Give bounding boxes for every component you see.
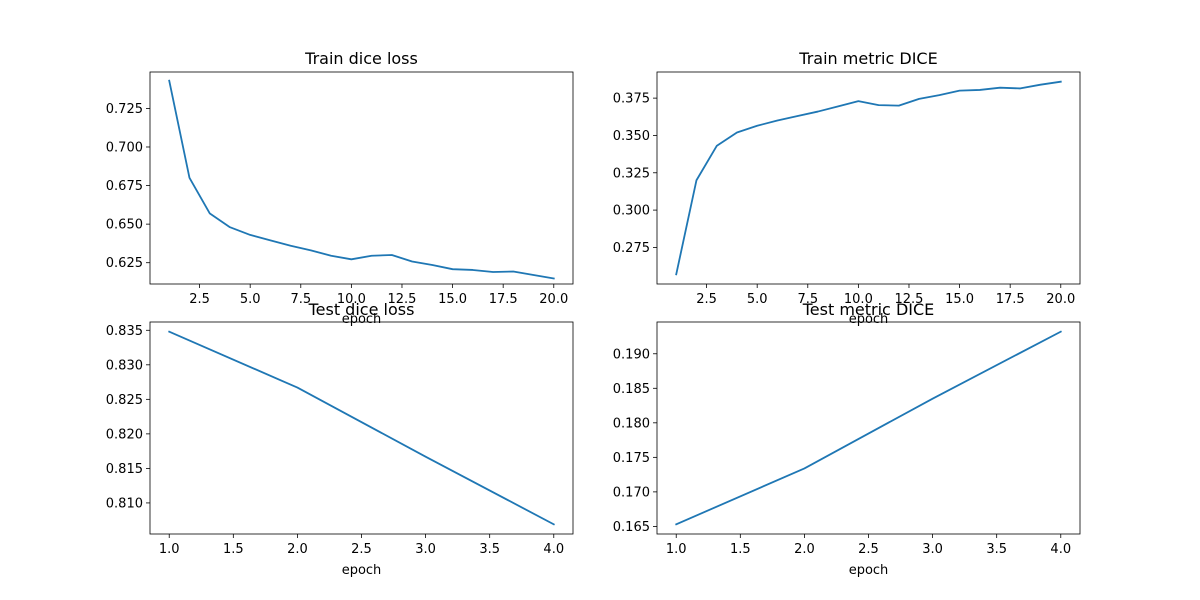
axes-frame [656, 71, 1081, 285]
subplot-test-dice-loss: Test dice loss epoch 1.0 1.5 2.0 2.5 3.0 3.5 4… [106, 300, 574, 578]
series-line [168, 79, 555, 280]
x-tick-label: 17.5 [489, 292, 518, 307]
y-tick-label: 0.165 [613, 520, 650, 535]
x-tick-label: 10.0 [337, 292, 366, 307]
x-tick-label: 3.5 [479, 542, 500, 557]
x-tick-label: 7.5 [290, 292, 311, 307]
y-tick-label: 0.725 [106, 102, 143, 117]
x-tick-label: 3.0 [922, 542, 943, 557]
x-tick-label: 3.5 [986, 542, 1007, 557]
y-tick-label: 0.300 [613, 204, 650, 219]
x-tick-label: 2.0 [794, 542, 815, 557]
y-tick-label: 0.810 [106, 496, 143, 511]
x-tick-label: 15.0 [438, 292, 467, 307]
y-tick-label: 0.190 [613, 347, 650, 362]
y-tick-label: 0.625 [106, 256, 143, 271]
x-tick-label: 20.0 [539, 292, 568, 307]
x-tick-label: 1.5 [223, 542, 244, 557]
x-tick-label: 12.5 [895, 292, 924, 307]
x-tick-label: 3.0 [415, 542, 436, 557]
y-tick-label: 0.825 [106, 393, 143, 408]
x-tick-label: 4.0 [1050, 542, 1071, 557]
chart-title: Test dice loss [308, 300, 415, 319]
y-tick-label: 0.170 [613, 485, 650, 500]
y-tick-label: 0.175 [613, 451, 650, 466]
y-tick-label: 0.830 [106, 358, 143, 373]
x-tick-label: 4.0 [543, 542, 564, 557]
series-line [168, 330, 555, 526]
x-axis-label: epoch [849, 563, 889, 578]
x-tick-label: 1.0 [159, 542, 180, 557]
y-tick-label: 0.650 [106, 218, 143, 233]
x-tick-label: 5.0 [240, 292, 261, 307]
x-tick-label: 20.0 [1046, 292, 1075, 307]
x-tick-label: 17.5 [996, 292, 1025, 307]
x-tick-label: 2.5 [189, 292, 210, 307]
y-tick-label: 0.835 [106, 324, 143, 339]
x-tick-label: 15.0 [945, 292, 974, 307]
y-tick-label: 0.185 [613, 382, 650, 397]
x-tick-label: 2.5 [351, 542, 372, 557]
subplot-train-metric-dice: Train metric DICE epoch 2.5 5.0 7.5 10.0 12.… [613, 49, 1081, 327]
y-tick-label: 0.180 [613, 416, 650, 431]
y-tick-label: 0.350 [613, 129, 650, 144]
y-tick-label: 0.700 [106, 140, 143, 155]
subplot-test-metric-dice: Test metric DICE epoch 1.0 1.5 2.0 2.5 3.0 3.… [613, 300, 1081, 578]
x-tick-label: 2.5 [696, 292, 717, 307]
y-tick-label: 0.820 [106, 427, 143, 442]
x-axis-label: epoch [849, 312, 889, 327]
x-tick-label: 2.5 [858, 542, 879, 557]
x-tick-label: 5.0 [747, 292, 768, 307]
chart-title: Train metric DICE [798, 49, 937, 68]
axes-frame [149, 71, 574, 285]
subplot-train-dice-loss: Train dice loss epoch 2.5 5.0 7.5 10.0 12.5 1… [106, 49, 574, 327]
x-tick-label: 1.5 [730, 542, 751, 557]
y-tick-label: 0.675 [106, 179, 143, 194]
y-tick-label: 0.325 [613, 166, 650, 181]
x-tick-label: 7.5 [797, 292, 818, 307]
y-tick-label: 0.275 [613, 241, 650, 256]
x-tick-label: 2.0 [287, 542, 308, 557]
chart-title: Test metric DICE [802, 300, 935, 319]
x-tick-label: 10.0 [844, 292, 873, 307]
x-axis-label: epoch [342, 563, 382, 578]
x-axis-label: epoch [342, 312, 382, 327]
chart-title: Train dice loss [304, 49, 418, 68]
y-tick-label: 0.815 [106, 462, 143, 477]
series-line [675, 330, 1062, 526]
x-tick-label: 12.5 [388, 292, 417, 307]
y-tick-label: 0.375 [613, 92, 650, 107]
x-tick-label: 1.0 [666, 542, 687, 557]
series-line [675, 80, 1062, 276]
